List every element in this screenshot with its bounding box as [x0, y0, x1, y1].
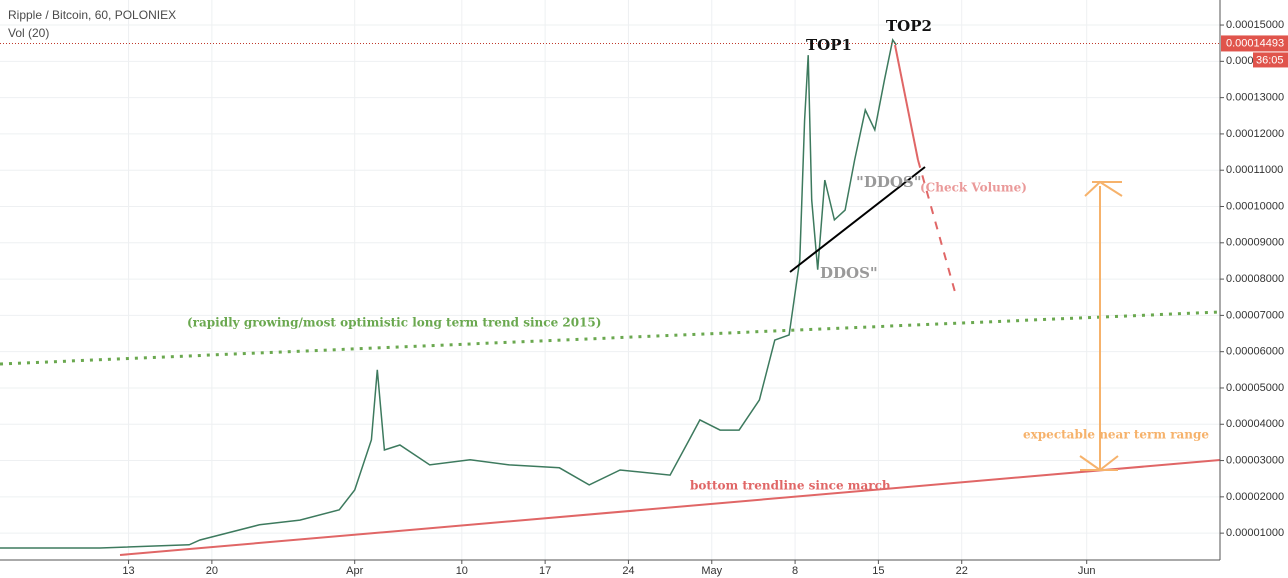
- annotation: TOP1: [806, 36, 852, 54]
- countdown-tag: [1253, 52, 1288, 68]
- x-tick-label: 17: [539, 565, 551, 577]
- x-tick-label: Apr: [346, 565, 363, 577]
- trend-line-green: [0, 310, 1221, 366]
- y-tick-label: 0.00004000: [1226, 418, 1284, 430]
- y-tick-label: 0.00009000: [1226, 237, 1284, 249]
- x-tick-label: 15: [872, 565, 884, 577]
- x-tick-label: 10: [456, 565, 468, 577]
- annotation: bottom trendline since march: [690, 479, 891, 493]
- y-tick-label: 0.00008000: [1226, 273, 1284, 285]
- y-tick-label: 0.00013000: [1226, 92, 1284, 104]
- indicator-label: Vol (20): [8, 26, 49, 40]
- annotation: (rapidly growing/most optimistic long te…: [187, 316, 601, 330]
- price-tag: [1221, 35, 1288, 52]
- price-line: [0, 38, 897, 549]
- y-tick-label: 0.00003000: [1226, 454, 1284, 466]
- forecast-line-dashed: [917, 159, 956, 293]
- annotation: (Check Volume): [920, 181, 1027, 195]
- y-tick-label: 0.00002000: [1226, 491, 1284, 503]
- x-tick-label: 20: [206, 565, 218, 577]
- y-tick-label: 0.00015000: [1226, 19, 1284, 31]
- price-axis: [1220, 0, 1288, 578]
- y-tick-label: 0.00007000: [1226, 309, 1284, 321]
- trend-line-black: [789, 166, 926, 273]
- annotation: DDOS": [820, 264, 878, 282]
- x-tick-label: May: [701, 565, 722, 577]
- y-tick-label: 0.000: [1226, 55, 1254, 67]
- x-tick-label: Jun: [1078, 565, 1096, 577]
- x-tick-label: 13: [122, 565, 134, 577]
- x-tick-label: 22: [956, 565, 968, 577]
- y-tick-label: 0.00005000: [1226, 382, 1284, 394]
- y-tick-label: 0.00012000: [1226, 128, 1284, 140]
- y-tick-label: 0.00010000: [1226, 200, 1284, 212]
- annotation: expectable near term range: [1023, 428, 1209, 442]
- price-tag-label: 0.00014493: [1226, 37, 1284, 49]
- countdown-label: 36:05: [1256, 54, 1284, 66]
- trend-line-red: [119, 459, 1221, 556]
- y-tick-label: 0.00011000: [1226, 164, 1283, 176]
- range-arrow: [1079, 180, 1123, 472]
- annotation: TOP2: [886, 17, 932, 35]
- y-tick-label: 0.00006000: [1226, 346, 1284, 358]
- x-tick-label: 24: [622, 565, 634, 577]
- forecast-line: [894, 44, 919, 161]
- annotation: "DDOS": [856, 173, 922, 191]
- x-tick-label: 8: [792, 565, 798, 577]
- chart-title: Ripple / Bitcoin, 60, POLONIEX: [8, 8, 176, 22]
- y-tick-label: 0.00001000: [1226, 527, 1284, 539]
